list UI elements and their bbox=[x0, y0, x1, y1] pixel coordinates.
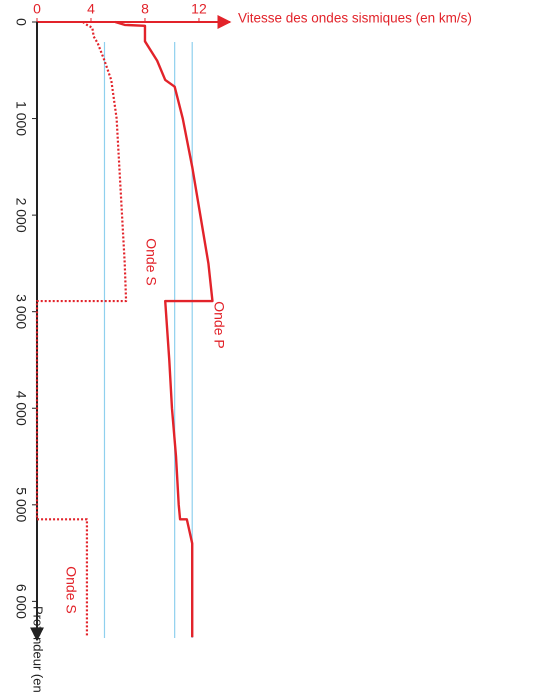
y-tick-label: 4 000 bbox=[13, 391, 29, 426]
x-tick-label: 4 bbox=[87, 1, 95, 17]
x-tick-label: 8 bbox=[141, 1, 149, 17]
series-line bbox=[35, 21, 128, 638]
y-tick-label: 6 000 bbox=[13, 584, 29, 619]
y-tick-label: 2 000 bbox=[13, 198, 29, 233]
x-tick-label: 12 bbox=[191, 1, 207, 17]
chart-title: Vitesse des ondes sismiques (en km/s) bbox=[238, 11, 472, 26]
y-tick-label: 3 000 bbox=[13, 294, 29, 329]
y-axis-label: Profondeur (en km) bbox=[31, 606, 46, 694]
series-label: Onde S bbox=[143, 238, 159, 285]
y-tick-label: 5 000 bbox=[13, 487, 29, 522]
y-tick-label: 1 000 bbox=[13, 101, 29, 136]
series-line bbox=[114, 20, 214, 638]
series-label: Onde S bbox=[63, 566, 79, 613]
x-tick-label: 0 bbox=[33, 1, 41, 17]
series-label: Onde P bbox=[211, 301, 227, 348]
y-tick-label: 0 bbox=[13, 18, 29, 26]
